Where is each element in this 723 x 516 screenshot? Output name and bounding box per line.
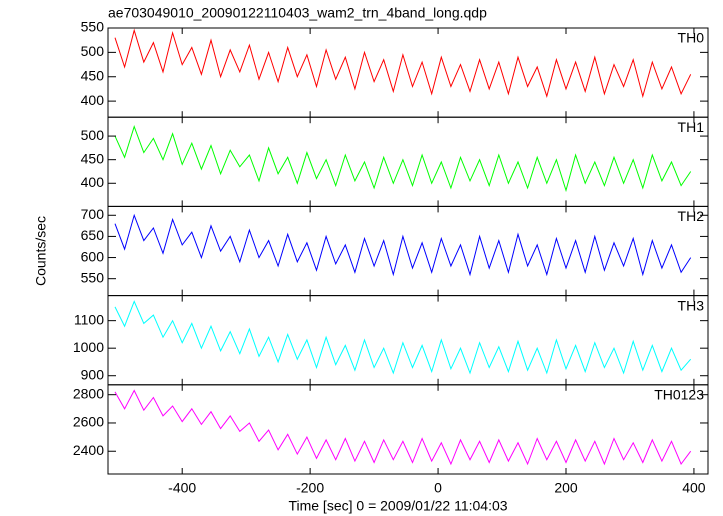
y-tick-label: 500 <box>81 43 105 59</box>
y-tick-label: 1100 <box>74 311 104 327</box>
y-tick-label: 500 <box>81 127 105 143</box>
x-axis-label: Time [sec] 0 = 2009/01/22 11:04:03 <box>288 498 507 514</box>
x-tick-label: -200 <box>296 480 324 496</box>
x-tick-label: 200 <box>554 480 578 496</box>
data-line <box>114 300 692 375</box>
data-line <box>114 213 692 277</box>
panel-label: TH1 <box>678 119 705 135</box>
y-tick-label: 1000 <box>73 339 104 355</box>
y-tick-label: 700 <box>81 206 105 222</box>
x-tick-label: -400 <box>168 480 196 496</box>
panel-label: TH2 <box>678 208 705 224</box>
panel-label: TH0 <box>678 30 705 46</box>
panel-frame <box>107 205 709 297</box>
y-tick-label: 900 <box>81 366 105 382</box>
y-tick-label: 2600 <box>73 414 104 430</box>
y-tick-label: 450 <box>81 150 105 166</box>
x-tick-label: 0 <box>434 480 442 496</box>
panel-label: TH0123 <box>654 387 704 403</box>
y-axis-label: Counts/sec <box>33 216 49 286</box>
y-tick-label: 2800 <box>73 385 104 401</box>
y-tick-label: 450 <box>81 67 105 83</box>
data-line <box>114 389 692 466</box>
chart-title: ae703049010_20090122110403_wam2_trn_4ban… <box>108 5 487 21</box>
data-line <box>114 28 692 99</box>
panel-frame <box>107 116 709 207</box>
panel-label: TH3 <box>678 297 705 313</box>
y-tick-label: 400 <box>81 92 105 108</box>
y-tick-label: 2400 <box>73 442 104 458</box>
y-tick-label: 400 <box>81 174 105 190</box>
panel-frame <box>107 384 709 475</box>
y-tick-label: 650 <box>81 227 105 243</box>
x-tick-label: 400 <box>682 480 706 496</box>
data-line <box>114 125 692 193</box>
y-tick-label: 550 <box>81 269 105 285</box>
y-tick-label: 550 <box>81 19 105 35</box>
y-tick-label: 600 <box>81 248 105 264</box>
